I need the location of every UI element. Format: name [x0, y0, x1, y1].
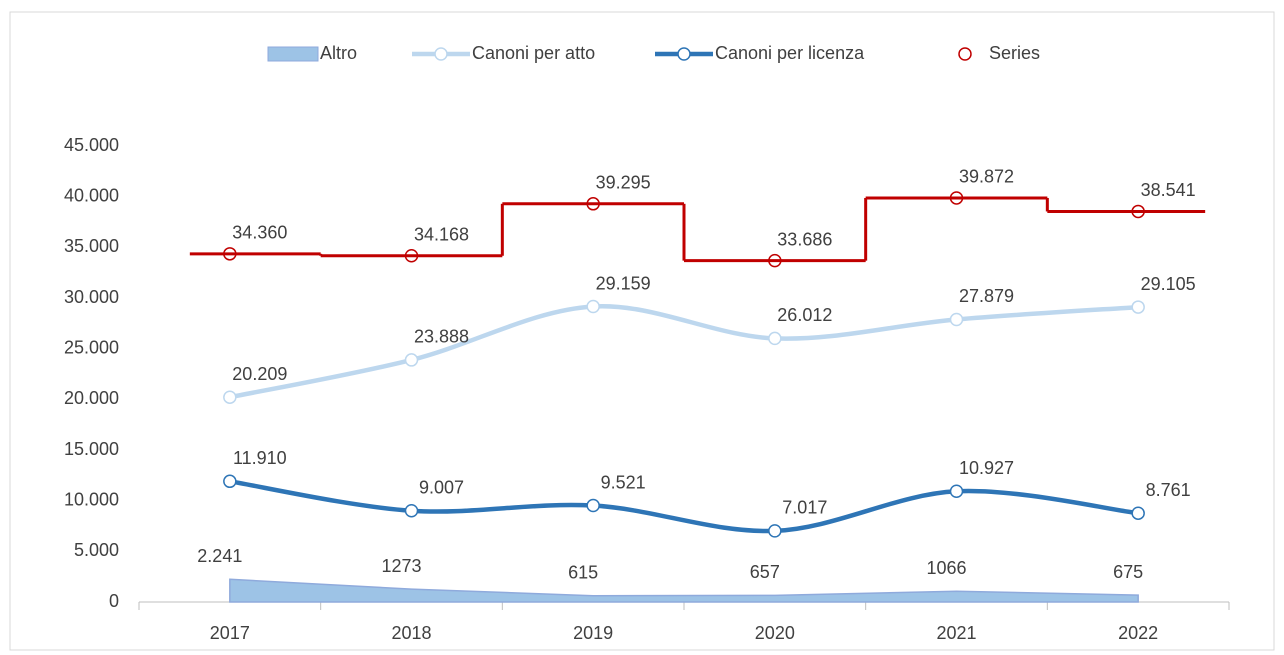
data-label: 29.105: [1141, 274, 1196, 294]
marker: [404, 503, 419, 518]
data-label: 675: [1113, 562, 1143, 582]
data-label: 39.872: [959, 167, 1014, 187]
data-label: 26.012: [777, 305, 832, 325]
marker: [223, 474, 237, 489]
marker: [1131, 506, 1145, 520]
line: [229, 479, 1139, 534]
marker: [586, 299, 600, 314]
marker: [768, 524, 782, 538]
marker: [223, 247, 237, 261]
y-tick-label: 20.000: [64, 388, 119, 408]
data-label: 615: [568, 563, 598, 583]
data-label: 8.761: [1146, 480, 1191, 500]
marker: [949, 191, 964, 205]
y-tick-label: 10.000: [64, 489, 119, 509]
data-label: 1273: [381, 556, 421, 576]
y-tick-label: 5.000: [74, 540, 119, 560]
legend-label: Altro: [320, 43, 357, 63]
marker: [586, 498, 600, 513]
x-tick-label: 2022: [1118, 623, 1158, 643]
legend-swatch: [958, 47, 972, 61]
line: [229, 304, 1139, 400]
y-tick-label: 35.000: [64, 236, 119, 256]
data-label: 20.209: [232, 364, 287, 384]
chart-frame: [9, 11, 1275, 651]
marker: [949, 312, 964, 327]
legend-label: Series: [989, 43, 1040, 63]
marker: [768, 253, 782, 268]
y-tick-label: 40.000: [64, 185, 119, 205]
marker: [404, 353, 419, 367]
legend-swatch: [677, 47, 691, 61]
legend-label: Canoni per atto: [472, 43, 595, 63]
legend-label: Canoni per licenza: [715, 43, 865, 63]
x-tick-label: 2017: [210, 623, 250, 643]
data-label: 38.541: [1141, 180, 1196, 200]
data-label: 34.168: [414, 225, 469, 245]
data-label: 7.017: [782, 498, 827, 518]
marker: [223, 390, 237, 404]
data-label: 11.910: [233, 448, 287, 468]
legend-swatch: [267, 46, 319, 62]
x-tick-label: 2021: [936, 623, 976, 643]
data-label: 1066: [926, 558, 966, 578]
data-label: 34.360: [232, 223, 287, 243]
data-label: 9.521: [601, 472, 646, 492]
x-tick-label: 2018: [391, 623, 431, 643]
y-tick-label: 45.000: [64, 135, 119, 155]
x-tick-label: 2020: [755, 623, 795, 643]
data-label: 10.927: [959, 458, 1014, 478]
data-label: 27.879: [959, 286, 1014, 306]
marker: [949, 484, 964, 499]
marker: [1131, 204, 1145, 219]
data-label: 33.686: [777, 229, 832, 249]
data-label: 29.159: [596, 273, 651, 293]
y-tick-label: 0: [109, 591, 119, 611]
y-tick-label: 15.000: [64, 439, 119, 459]
marker: [404, 249, 419, 263]
y-tick-label: 25.000: [64, 337, 119, 357]
marker: [1131, 300, 1145, 314]
legend-swatch: [434, 47, 448, 61]
marker: [768, 331, 782, 346]
area: [229, 578, 1139, 603]
data-label: 23.888: [414, 327, 469, 347]
x-tick-label: 2019: [573, 623, 613, 643]
data-label: 2.241: [197, 546, 242, 566]
data-label: 657: [750, 562, 780, 582]
data-label: 9.007: [419, 477, 464, 497]
y-tick-label: 30.000: [64, 287, 119, 307]
marker: [586, 197, 600, 211]
data-label: 39.295: [596, 173, 651, 193]
